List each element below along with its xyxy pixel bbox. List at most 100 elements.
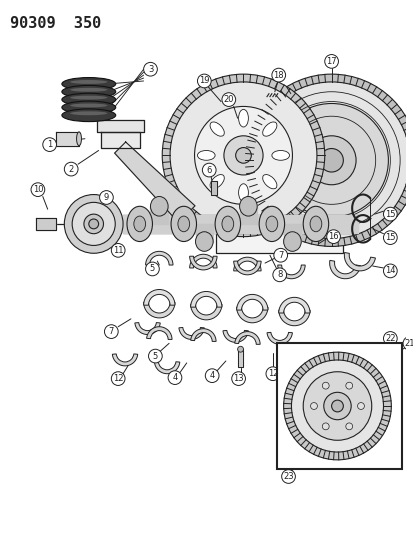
Circle shape xyxy=(382,332,396,345)
Circle shape xyxy=(306,136,355,185)
Circle shape xyxy=(291,360,382,452)
Wedge shape xyxy=(145,252,173,265)
Polygon shape xyxy=(96,120,143,132)
Circle shape xyxy=(345,382,352,389)
Circle shape xyxy=(323,392,350,419)
Circle shape xyxy=(283,352,390,460)
Ellipse shape xyxy=(239,197,256,216)
Wedge shape xyxy=(344,253,375,271)
Circle shape xyxy=(64,195,123,253)
Circle shape xyxy=(273,248,287,262)
Ellipse shape xyxy=(70,111,107,115)
Text: 13: 13 xyxy=(233,374,243,383)
Wedge shape xyxy=(233,261,261,275)
Circle shape xyxy=(322,423,328,430)
Circle shape xyxy=(145,262,159,276)
Circle shape xyxy=(231,372,245,385)
Ellipse shape xyxy=(62,77,116,90)
Circle shape xyxy=(170,82,316,229)
Polygon shape xyxy=(114,142,195,222)
Circle shape xyxy=(205,369,218,383)
Circle shape xyxy=(197,74,211,88)
Circle shape xyxy=(111,244,125,257)
Circle shape xyxy=(221,93,235,107)
Circle shape xyxy=(322,382,328,389)
Circle shape xyxy=(345,423,352,430)
Circle shape xyxy=(64,162,78,176)
Wedge shape xyxy=(236,307,267,323)
Circle shape xyxy=(402,336,413,350)
Text: 23: 23 xyxy=(282,472,293,481)
Ellipse shape xyxy=(262,122,276,136)
Text: 7: 7 xyxy=(278,251,282,260)
Ellipse shape xyxy=(62,109,116,122)
Ellipse shape xyxy=(262,175,276,189)
Circle shape xyxy=(194,107,292,204)
Polygon shape xyxy=(283,224,301,241)
Text: 8: 8 xyxy=(276,270,282,279)
Wedge shape xyxy=(112,354,138,366)
Circle shape xyxy=(43,138,56,151)
Text: 4: 4 xyxy=(209,371,214,380)
Polygon shape xyxy=(195,224,213,241)
Text: 2: 2 xyxy=(69,165,74,174)
Ellipse shape xyxy=(283,232,301,252)
Circle shape xyxy=(310,402,317,409)
Circle shape xyxy=(326,230,339,244)
Circle shape xyxy=(148,349,162,363)
Circle shape xyxy=(162,74,324,237)
Text: 1: 1 xyxy=(47,140,52,149)
Text: 3: 3 xyxy=(147,64,153,74)
Ellipse shape xyxy=(150,197,168,216)
Polygon shape xyxy=(237,349,243,367)
Text: 90309  350: 90309 350 xyxy=(10,17,102,31)
Circle shape xyxy=(245,74,413,246)
Ellipse shape xyxy=(171,206,196,241)
Ellipse shape xyxy=(197,150,215,160)
Circle shape xyxy=(331,400,342,412)
Wedge shape xyxy=(190,329,216,342)
Circle shape xyxy=(72,203,115,246)
Polygon shape xyxy=(239,206,256,224)
Ellipse shape xyxy=(76,132,81,146)
Text: 14: 14 xyxy=(384,266,395,276)
Polygon shape xyxy=(100,132,139,148)
Wedge shape xyxy=(143,302,175,318)
Ellipse shape xyxy=(302,206,328,241)
Circle shape xyxy=(202,163,216,177)
Ellipse shape xyxy=(266,216,277,232)
Circle shape xyxy=(253,82,409,239)
Polygon shape xyxy=(36,218,55,230)
Ellipse shape xyxy=(70,103,107,108)
Text: 18: 18 xyxy=(273,70,283,79)
Text: 22: 22 xyxy=(384,334,395,343)
Bar xyxy=(216,170,342,253)
Ellipse shape xyxy=(209,175,224,189)
Circle shape xyxy=(31,183,45,197)
Circle shape xyxy=(274,103,387,217)
Ellipse shape xyxy=(62,85,116,98)
Circle shape xyxy=(100,191,113,204)
Text: 17: 17 xyxy=(325,57,336,66)
Wedge shape xyxy=(277,265,304,279)
Wedge shape xyxy=(236,294,267,310)
Wedge shape xyxy=(154,362,179,374)
Text: 20: 20 xyxy=(223,95,233,104)
Wedge shape xyxy=(278,297,309,313)
Circle shape xyxy=(357,402,363,409)
Ellipse shape xyxy=(133,216,145,232)
Ellipse shape xyxy=(178,216,189,232)
Circle shape xyxy=(111,372,125,385)
Text: 15: 15 xyxy=(384,233,395,242)
Ellipse shape xyxy=(221,216,233,232)
Circle shape xyxy=(143,62,157,76)
Polygon shape xyxy=(123,215,357,233)
Text: 10: 10 xyxy=(33,185,43,194)
Circle shape xyxy=(223,136,262,175)
Circle shape xyxy=(237,346,243,352)
Text: 5: 5 xyxy=(152,352,158,361)
Wedge shape xyxy=(135,322,160,335)
Ellipse shape xyxy=(238,184,248,201)
Circle shape xyxy=(382,264,396,278)
Text: 7: 7 xyxy=(108,327,114,336)
